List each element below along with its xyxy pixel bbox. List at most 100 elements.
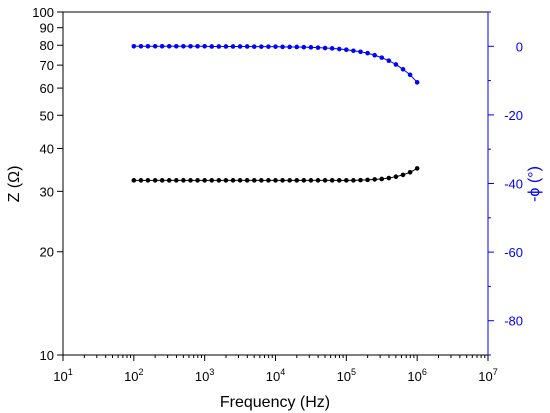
phase-point (202, 44, 207, 49)
impedance-point (195, 178, 200, 183)
left-y-tick-label: 90 (40, 21, 54, 36)
phase-point (393, 62, 399, 67)
x-tick-label: 102 (124, 367, 143, 384)
phase-point (273, 44, 278, 49)
impedance-point (336, 178, 342, 183)
impedance-point (152, 178, 158, 183)
impedance-series (131, 166, 420, 183)
impedance-point (174, 178, 179, 183)
impedance-point (202, 178, 207, 183)
impedance-point (301, 178, 307, 183)
impedance-point (259, 178, 264, 183)
phase-point (280, 44, 285, 50)
right-y-tick-label: -20 (504, 108, 523, 123)
phase-point (414, 80, 420, 85)
phase-point (195, 44, 200, 49)
left-y-tick-label: 50 (40, 108, 54, 123)
x-tick-label: 104 (266, 367, 285, 384)
phase-point (344, 47, 349, 53)
impedance-point (138, 178, 144, 183)
x-tick-label: 107 (478, 367, 497, 384)
axes-group: 101 102 103 104 105 106 107 10 20 30 40 50 60 70 80 901… (32, 5, 523, 384)
impedance-point (230, 178, 236, 183)
impedance-point (393, 174, 399, 179)
right-y-tick-label: -80 (504, 314, 523, 329)
impedance-point (237, 178, 243, 183)
impedance-point (266, 178, 271, 183)
phase-point (407, 72, 413, 78)
right-y-tick-label: -40 (504, 177, 523, 192)
left-y-tick-label: 40 (40, 141, 54, 156)
impedance-point (365, 177, 370, 183)
x-tick-label: 101 (53, 367, 72, 384)
impedance-point (351, 178, 356, 183)
impedance-point (294, 178, 300, 183)
impedance-point (251, 178, 257, 183)
phase-point (181, 44, 186, 49)
phase-point (329, 46, 335, 51)
impedance-point (344, 178, 349, 183)
phase-point (308, 45, 314, 50)
phase-point (372, 52, 377, 58)
impedance-point (386, 175, 392, 181)
right-y-tick-label: 0 (516, 39, 523, 54)
phase-point (315, 45, 321, 50)
phase-point (301, 44, 307, 50)
phase-point (259, 44, 264, 49)
impedance-point (315, 178, 321, 183)
phase-point (287, 44, 292, 50)
impedance-point (223, 178, 229, 183)
phase-point (386, 58, 392, 64)
x-tick-label: 106 (407, 367, 426, 384)
impedance-point (358, 177, 363, 183)
phase-point (223, 44, 229, 49)
phase-point (138, 44, 144, 49)
phase-point (336, 46, 342, 52)
impedance-point (308, 178, 314, 183)
phase-point (266, 44, 271, 49)
left-y-tick-label: 20 (40, 245, 54, 260)
impedance-point (372, 177, 377, 182)
phase-series (131, 44, 420, 85)
right-y-tick-label: -60 (504, 245, 523, 260)
impedance-point (400, 172, 406, 178)
phase-point (294, 44, 300, 50)
right-y-axis-title: -ϕ (°) (526, 166, 543, 202)
impedance-point (166, 178, 172, 183)
impedance-point (322, 178, 328, 183)
phase-point (159, 44, 165, 49)
left-y-tick-label: 60 (40, 81, 54, 96)
phase-point (145, 44, 151, 49)
x-axis-title: Frequency (Hz) (220, 394, 330, 411)
phase-point (379, 55, 385, 60)
phase-point (152, 44, 158, 49)
impedance-point (244, 178, 250, 183)
left-y-tick-label: 80 (40, 38, 54, 53)
impedance-point (188, 178, 193, 183)
phase-point (209, 44, 215, 49)
impedance-point (280, 178, 285, 183)
phase-point (358, 49, 363, 55)
impedance-point (159, 178, 165, 183)
phase-line (133, 45, 418, 83)
left-y-tick-label: 100 (32, 5, 54, 20)
phase-point (230, 44, 236, 49)
impedance-point (181, 178, 186, 183)
left-y-tick-label: 30 (40, 184, 54, 199)
phase-point (174, 44, 179, 49)
phase-point (237, 44, 243, 49)
phase-point (131, 44, 137, 49)
impedance-point (145, 178, 151, 183)
impedance-point (273, 178, 278, 183)
impedance-point (287, 178, 292, 183)
impedance-point (209, 178, 215, 183)
left-y-axis-title: Z (Ω) (6, 166, 23, 203)
impedance-point (329, 178, 335, 183)
phase-point (400, 66, 406, 72)
phase-point (251, 44, 257, 49)
left-y-tick-label: 10 (40, 348, 54, 363)
impedance-point (131, 178, 137, 183)
x-tick-label: 103 (195, 367, 214, 384)
left-y-tick-label: 70 (40, 58, 54, 73)
impedance-point (407, 169, 413, 175)
